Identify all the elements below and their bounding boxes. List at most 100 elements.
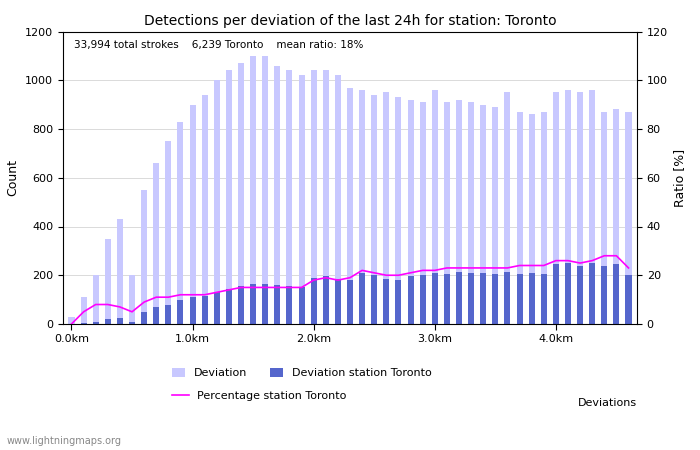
Bar bbox=[577, 266, 583, 324]
Bar bbox=[335, 279, 341, 324]
Bar bbox=[141, 190, 147, 324]
Bar bbox=[105, 319, 111, 324]
Bar bbox=[384, 92, 389, 324]
Bar bbox=[92, 322, 99, 324]
Bar bbox=[432, 273, 438, 324]
Bar bbox=[407, 276, 414, 324]
Bar bbox=[153, 307, 160, 324]
Bar bbox=[347, 88, 353, 324]
Bar bbox=[323, 71, 329, 324]
Bar bbox=[395, 97, 402, 324]
Bar bbox=[262, 56, 268, 324]
Bar bbox=[286, 71, 293, 324]
Bar bbox=[517, 274, 523, 324]
Bar bbox=[444, 274, 450, 324]
Bar bbox=[262, 284, 268, 324]
Bar bbox=[238, 63, 244, 324]
Bar bbox=[335, 75, 341, 324]
Bar bbox=[129, 322, 135, 324]
Bar bbox=[141, 312, 147, 324]
Bar bbox=[456, 100, 462, 324]
Bar bbox=[153, 163, 160, 324]
Bar bbox=[80, 323, 87, 324]
Bar bbox=[202, 95, 208, 324]
Y-axis label: Ratio [%]: Ratio [%] bbox=[673, 148, 687, 207]
Bar bbox=[177, 300, 183, 324]
Bar bbox=[613, 109, 620, 324]
Bar bbox=[190, 297, 195, 324]
Bar bbox=[371, 275, 377, 324]
Text: Deviations: Deviations bbox=[578, 398, 637, 408]
Bar bbox=[492, 274, 498, 324]
Bar bbox=[105, 238, 111, 324]
Bar bbox=[432, 90, 438, 324]
Bar bbox=[553, 264, 559, 324]
Bar bbox=[347, 280, 353, 324]
Bar bbox=[613, 264, 620, 324]
Bar bbox=[456, 272, 462, 324]
Bar bbox=[80, 297, 87, 324]
Bar bbox=[298, 288, 304, 324]
Bar bbox=[395, 280, 402, 324]
Bar bbox=[359, 90, 365, 324]
Bar bbox=[117, 318, 123, 324]
Bar bbox=[165, 141, 172, 324]
Legend: Percentage station Toronto: Percentage station Toronto bbox=[172, 391, 346, 401]
Bar bbox=[419, 275, 426, 324]
Bar bbox=[528, 273, 535, 324]
Bar bbox=[480, 104, 486, 324]
Bar bbox=[528, 114, 535, 324]
Bar bbox=[407, 100, 414, 324]
Bar bbox=[359, 273, 365, 324]
Bar bbox=[505, 92, 510, 324]
Bar bbox=[553, 92, 559, 324]
Bar bbox=[250, 56, 256, 324]
Bar bbox=[250, 284, 256, 324]
Bar bbox=[601, 266, 608, 324]
Bar bbox=[419, 102, 426, 324]
Bar bbox=[69, 317, 74, 324]
Bar bbox=[274, 285, 281, 324]
Bar bbox=[626, 275, 631, 324]
Bar bbox=[384, 279, 389, 324]
Bar bbox=[540, 274, 547, 324]
Bar bbox=[214, 80, 220, 324]
Bar bbox=[540, 112, 547, 324]
Bar bbox=[565, 263, 571, 324]
Bar bbox=[589, 263, 595, 324]
Title: Detections per deviation of the last 24h for station: Toronto: Detections per deviation of the last 24h… bbox=[144, 14, 556, 27]
Text: 33,994 total strokes    6,239 Toronto    mean ratio: 18%: 33,994 total strokes 6,239 Toronto mean … bbox=[74, 40, 364, 50]
Bar bbox=[480, 273, 486, 324]
Bar bbox=[589, 90, 595, 324]
Bar bbox=[226, 71, 232, 324]
Bar bbox=[311, 278, 316, 324]
Bar bbox=[517, 112, 523, 324]
Bar bbox=[492, 107, 498, 324]
Bar bbox=[274, 66, 281, 324]
Bar bbox=[190, 104, 195, 324]
Bar bbox=[165, 305, 172, 324]
Bar bbox=[117, 219, 123, 324]
Bar bbox=[323, 276, 329, 324]
Bar bbox=[298, 75, 304, 324]
Bar bbox=[505, 272, 510, 324]
Bar bbox=[371, 95, 377, 324]
Bar bbox=[444, 102, 450, 324]
Bar bbox=[577, 92, 583, 324]
Bar bbox=[626, 112, 631, 324]
Bar bbox=[226, 288, 232, 324]
Bar bbox=[214, 292, 220, 324]
Bar bbox=[311, 71, 316, 324]
Text: www.lightningmaps.org: www.lightningmaps.org bbox=[7, 436, 122, 446]
Bar bbox=[238, 286, 244, 324]
Bar bbox=[129, 275, 135, 324]
Bar bbox=[468, 273, 474, 324]
Bar bbox=[468, 102, 474, 324]
Bar bbox=[92, 275, 99, 324]
Y-axis label: Count: Count bbox=[6, 159, 20, 196]
Bar bbox=[202, 296, 208, 324]
Bar bbox=[565, 90, 571, 324]
Bar bbox=[601, 112, 608, 324]
Bar bbox=[177, 122, 183, 324]
Bar bbox=[286, 286, 293, 324]
